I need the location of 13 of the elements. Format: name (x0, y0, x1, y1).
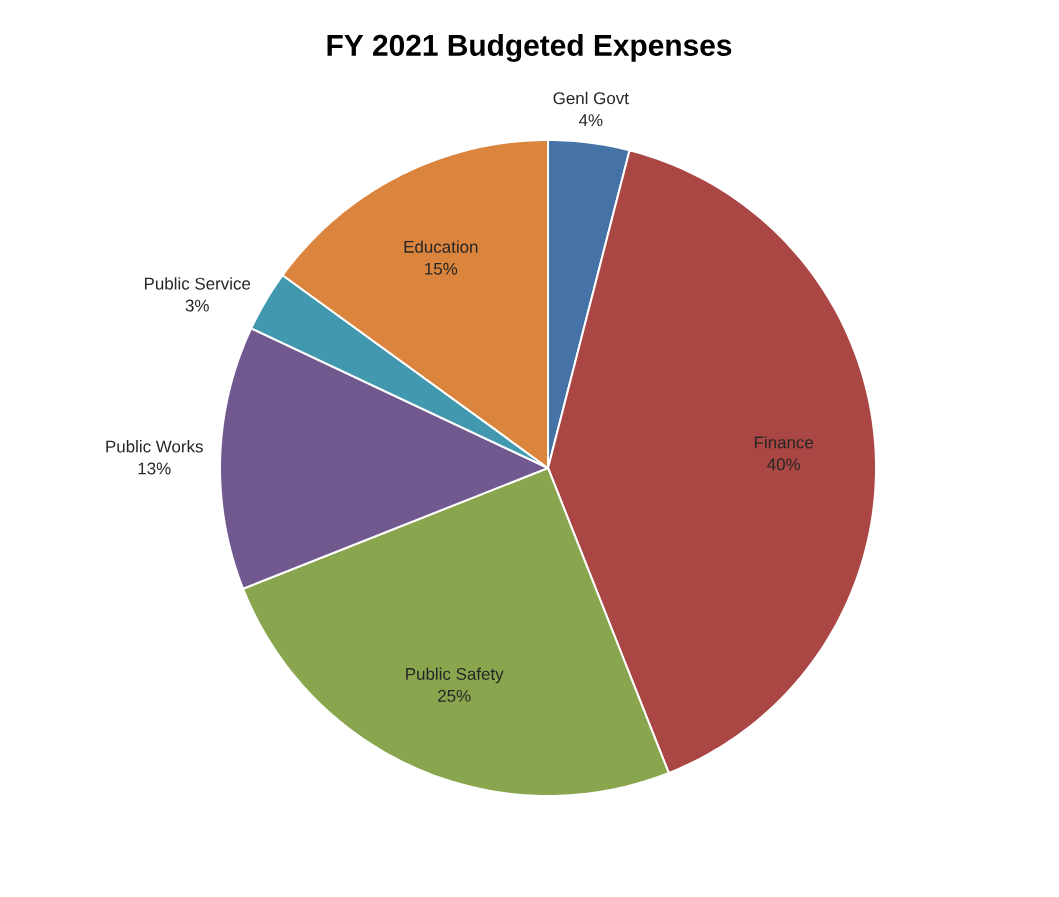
slice-label: Finance (754, 436, 814, 449)
data-label: 15% (425, 262, 458, 275)
slice-label: Public Safety (406, 667, 504, 684)
data-label: 25% (438, 689, 471, 702)
slice-label: Education (404, 240, 478, 253)
slice-label: Genl Govt (553, 91, 629, 105)
slice-label: Public Works (106, 440, 203, 453)
chart-title: FY 2021 Budgeted Expenses (327, 33, 732, 62)
data-label: 4% (578, 114, 603, 127)
data-label: 40% (767, 458, 801, 471)
slice-label: Public Service (144, 277, 251, 290)
data-label: 13% (138, 462, 171, 475)
data-label: 3% (185, 299, 209, 312)
